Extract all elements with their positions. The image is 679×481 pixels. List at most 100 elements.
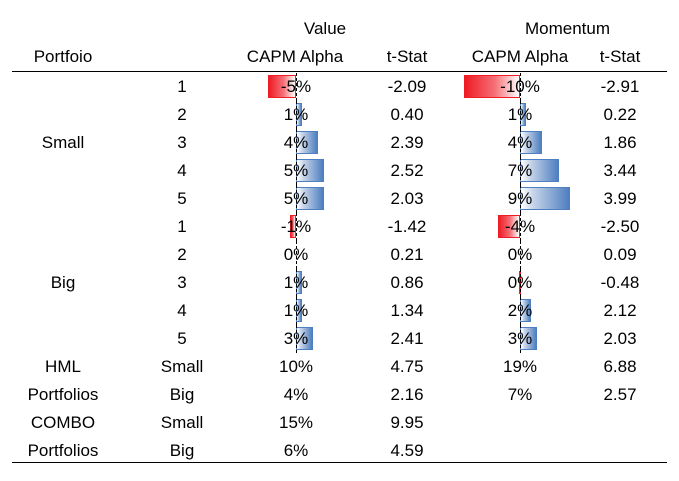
alpha-value: 3% <box>507 329 533 348</box>
momentum-tstat: -2.91 <box>600 77 640 96</box>
value-alpha-cell: 1% <box>226 101 366 129</box>
portfolio-index: 3 <box>177 133 187 152</box>
summary-size: Big <box>169 441 195 460</box>
alpha-value: 0% <box>507 273 533 292</box>
portfolio-index: 5 <box>177 329 187 348</box>
value-tstat: 2.03 <box>390 189 424 208</box>
portfolio-column-header: Portfoio <box>33 47 93 66</box>
value-alpha-cell: 3% <box>226 325 366 353</box>
portfolio-index: 2 <box>177 105 187 124</box>
zero-axis-line <box>520 73 521 101</box>
summary-size: Big <box>169 385 195 404</box>
value-tstat: 9.95 <box>390 413 424 432</box>
momentum-tstat: -2.50 <box>600 217 640 236</box>
alpha-value: 0% <box>283 245 309 264</box>
negative-alpha-bar <box>268 75 296 98</box>
zero-axis-line <box>296 269 297 297</box>
zero-axis-line <box>520 325 521 353</box>
alpha-value: 5% <box>283 189 309 208</box>
momentum-alpha-cell: 9% <box>450 185 590 213</box>
alpha-value: 1% <box>507 105 533 124</box>
value-alpha-cell: 6% <box>283 441 309 460</box>
value-alpha-cell: 4% <box>283 385 309 404</box>
value-tstat: 1.34 <box>390 301 424 320</box>
value-tstat: 2.52 <box>390 161 424 180</box>
summary-row: COMBO Small 15% 9.95 <box>0 409 679 437</box>
zero-axis-line <box>520 297 521 325</box>
alpha-value: 0% <box>507 245 533 264</box>
value-tstat-header: t-Stat <box>386 47 428 66</box>
momentum-capm-alpha-header: CAPM Alpha <box>471 47 569 66</box>
momentum-tstat: 2.57 <box>603 385 637 404</box>
momentum-alpha-cell: 0% <box>450 269 590 297</box>
momentum-tstat: 3.99 <box>603 189 637 208</box>
zero-axis-line <box>296 185 297 213</box>
momentum-tstat: 3.44 <box>603 161 637 180</box>
alpha-value: 1% <box>283 301 309 320</box>
momentum-tstat: -0.48 <box>600 273 640 292</box>
alpha-value: 5% <box>283 161 309 180</box>
value-alpha-cell: 10% <box>278 357 314 376</box>
momentum-group-header: Momentum <box>524 19 611 38</box>
zero-axis-line <box>296 325 297 353</box>
value-alpha-cell: -1% <box>226 213 366 241</box>
table-row: 4 1% 1.34 2% 2.12 <box>0 297 679 325</box>
table-row: 2 0% 0.21 0% 0.09 <box>0 241 679 269</box>
alpha-value: -4% <box>504 217 536 236</box>
zero-axis-line <box>520 213 521 241</box>
momentum-tstat: 2.12 <box>603 301 637 320</box>
portfolio-index: 1 <box>177 77 187 96</box>
zero-axis-line <box>296 73 297 101</box>
momentum-tstat: 2.03 <box>603 329 637 348</box>
summary-size: Small <box>160 357 204 376</box>
alpha-value: -5% <box>280 77 312 96</box>
negative-alpha-bar <box>464 75 520 98</box>
portfolio-index: 3 <box>177 273 187 292</box>
summary-size: Small <box>160 413 204 432</box>
zero-axis-line <box>520 129 521 157</box>
summary-label: COMBO <box>30 413 96 432</box>
bottom-rule <box>12 462 667 463</box>
size-group-label: Big <box>50 273 76 292</box>
value-group-header: Value <box>303 19 347 38</box>
value-alpha-cell: 5% <box>226 185 366 213</box>
momentum-alpha-cell: 0% <box>450 241 590 269</box>
momentum-alpha-cell: -4% <box>450 213 590 241</box>
value-alpha-cell: 1% <box>226 297 366 325</box>
zero-axis-line <box>520 241 521 269</box>
summary-label: HML <box>45 357 81 376</box>
value-tstat: 2.39 <box>390 133 424 152</box>
momentum-alpha-cell: 1% <box>450 101 590 129</box>
zero-axis-line <box>520 157 521 185</box>
alpha-value: -10% <box>500 77 540 96</box>
value-tstat: 0.86 <box>390 273 424 292</box>
momentum-alpha-cell <box>450 437 590 465</box>
table-row: 4 5% 2.52 7% 3.44 <box>0 157 679 185</box>
value-tstat: 2.16 <box>390 385 424 404</box>
alpha-value: 3% <box>283 329 309 348</box>
zero-axis-line <box>296 241 297 269</box>
zero-axis-line <box>520 185 521 213</box>
summary-label: Portfolios <box>27 385 99 404</box>
value-alpha-cell: 4% <box>226 129 366 157</box>
momentum-tstat: 1.86 <box>603 133 637 152</box>
value-alpha-cell: 0% <box>226 241 366 269</box>
header-rule <box>12 71 667 72</box>
value-alpha-cell: 5% <box>226 157 366 185</box>
table-row: 1 -1% -1.42 -4% -2.50 <box>0 213 679 241</box>
table-row: 5 5% 2.03 9% 3.99 <box>0 185 679 213</box>
value-tstat: 2.41 <box>390 329 424 348</box>
value-tstat: -1.42 <box>387 217 427 236</box>
alpha-value: 4% <box>283 133 309 152</box>
alpha-value: 2% <box>507 301 533 320</box>
value-tstat: 4.75 <box>390 357 424 376</box>
negative-alpha-bar <box>290 215 296 238</box>
momentum-tstat: 0.09 <box>603 245 637 264</box>
momentum-alpha-cell: 4% <box>450 129 590 157</box>
portfolio-index: 1 <box>177 217 187 236</box>
momentum-tstat-header: t-Stat <box>599 47 641 66</box>
summary-label: Portfolios <box>27 441 99 460</box>
momentum-tstat: 0.22 <box>603 105 637 124</box>
momentum-alpha-cell: 19% <box>502 357 538 376</box>
table-row: 1 -5% -2.09 -10% -2.91 <box>0 73 679 101</box>
